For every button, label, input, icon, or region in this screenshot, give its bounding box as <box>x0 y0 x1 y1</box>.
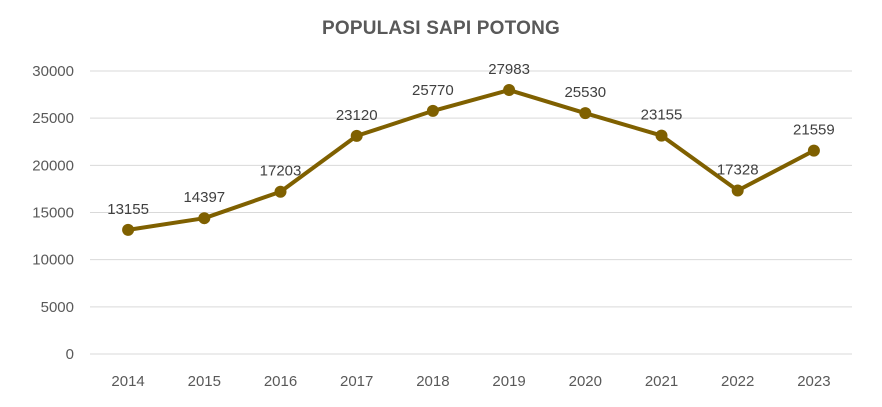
data-point <box>274 185 287 198</box>
data-label: 25530 <box>564 84 606 101</box>
series-line <box>126 88 816 232</box>
data-point <box>731 184 744 197</box>
y-tick-label: 20000 <box>32 157 74 174</box>
data-label: 23120 <box>336 107 378 124</box>
data-point <box>503 84 516 97</box>
data-point <box>350 129 363 142</box>
data-point <box>426 104 439 117</box>
x-tick-label: 2020 <box>569 373 602 390</box>
y-tick-label: 5000 <box>41 299 74 316</box>
y-tick-label: 10000 <box>32 252 74 269</box>
x-tick-label: 2022 <box>721 373 754 390</box>
x-tick-label: 2018 <box>416 373 449 390</box>
data-point <box>655 129 668 142</box>
series-line-path <box>126 88 816 232</box>
data-point <box>122 223 135 236</box>
data-label: 14397 <box>183 189 225 206</box>
data-point <box>579 107 592 120</box>
data-point <box>807 144 820 157</box>
data-label: 17203 <box>260 163 302 180</box>
data-label: 21559 <box>793 122 835 139</box>
x-tick-label: 2017 <box>340 373 373 390</box>
data-label: 23155 <box>641 107 683 124</box>
x-tick-label: 2023 <box>797 373 830 390</box>
y-tick-label: 30000 <box>32 63 74 80</box>
data-points <box>122 84 820 236</box>
x-tick-label: 2021 <box>645 373 678 390</box>
chart-title: POPULASI SAPI POTONG <box>321 18 561 39</box>
gridlines <box>90 70 852 355</box>
data-labels: 13155 14397 17203 23120 25770 27983 25530 23155… <box>107 61 835 218</box>
y-tick-label: 15000 <box>32 205 74 222</box>
x-tick-label: 2014 <box>111 373 144 390</box>
data-point <box>198 212 211 225</box>
x-tick-label: 2015 <box>188 373 221 390</box>
data-label: 27983 <box>488 61 530 78</box>
y-tick-label: 25000 <box>32 110 74 127</box>
x-axis-tick-labels: 2014 2015 2016 2017 2018 2019 2020 2021 2022 2023 <box>111 373 830 390</box>
data-label: 17328 <box>717 162 759 179</box>
data-label: 13155 <box>107 201 149 218</box>
y-axis-tick-labels: 0 5000 10000 15000 20000 25000 30000 <box>32 63 74 363</box>
x-tick-label: 2016 <box>264 373 297 390</box>
data-label: 25770 <box>412 82 454 99</box>
y-tick-label: 0 <box>66 346 74 363</box>
x-tick-label: 2019 <box>492 373 525 390</box>
